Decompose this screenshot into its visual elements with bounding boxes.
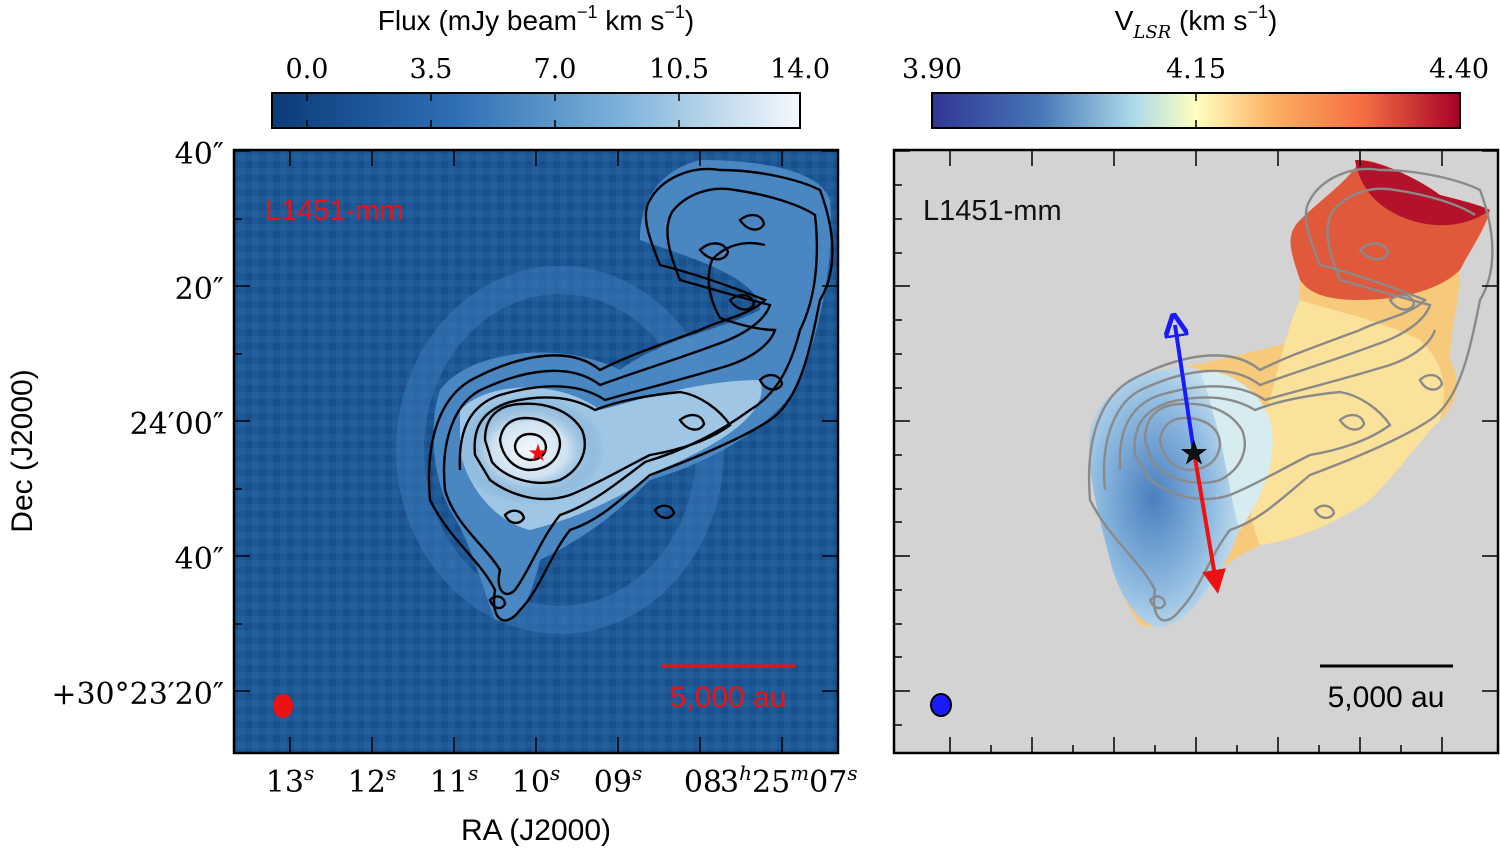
protostar-star-icon: ★ [527,441,549,467]
left-panel: Flux (mJy beam−1 km s−1) 0.0 3.5 7.0 10.… [6,2,858,847]
left-source-label: L1451-mm [265,195,404,227]
left-y-tick-label: 24′00″ [130,407,224,442]
right-beam-ellipse-icon [930,693,952,717]
right-colorbar-title: VLSR (km s−1) [1115,2,1278,43]
left-x-tick-label: 08 [684,765,722,800]
left-x-tick-label: 11s [430,761,478,800]
left-y-tick-label: 40″ [175,137,224,172]
right-cbar-tick-label: 4.15 [1166,54,1226,85]
left-cbar-tick-label: 14.0 [770,54,830,85]
right-ticks [894,150,1498,753]
left-x-ticks [289,150,783,753]
protostar-star-icon: ★ [1181,437,1208,470]
left-colorbar-ticks [306,93,680,128]
left-cbar-tick-label: 0.0 [286,54,329,85]
left-x-tick-label: 3h25m07s [720,761,858,800]
left-colorbar [271,92,801,129]
right-velocity-map: ★ L1451-mm 5,000 au [894,150,1498,753]
red-outflow-arrow [1192,451,1226,594]
left-y-ticks [234,150,838,692]
left-y-tick-label: 20″ [175,272,224,307]
right-scalebar-label: 5,000 au [1328,681,1445,714]
right-cbar-tick-label: 4.40 [1429,54,1489,85]
left-x-tick-label: 12s [348,761,396,800]
x-axis-label: RA (J2000) [461,814,611,847]
y-axis-label: Dec (J2000) [6,369,39,532]
right-panel: VLSR (km s−1) 3.90 4.15 4.40 [892,2,1500,755]
left-contours [427,167,834,622]
left-scalebar-label: 5,000 au [670,681,787,714]
left-colorbar-title: Flux (mJy beam−1 km s−1) [378,2,694,36]
left-x-tick-label: 09s [594,761,642,800]
left-cbar-tick-label: 7.0 [534,54,577,85]
blue-outflow-arrow [1175,325,1196,453]
left-x-tick-label: 13s [266,761,314,800]
left-beam-ellipse-icon [273,694,293,718]
left-y-tick-label: 40″ [175,542,224,577]
left-cbar-tick-label: 3.5 [410,54,453,85]
left-cbar-tick-label: 10.5 [649,54,709,85]
right-cbar-tick-label: 3.90 [902,54,962,85]
left-x-tick-label: 10s [512,761,560,800]
right-source-label: L1451-mm [923,195,1062,227]
left-flux-map: ★ L1451-mm 5,000 au [234,150,838,753]
left-y-tick-label: +30°23′20″ [51,677,224,712]
left-x-tick-labels: 13s 12s 11s 10s 09s 08 3h25m07s [266,761,858,800]
